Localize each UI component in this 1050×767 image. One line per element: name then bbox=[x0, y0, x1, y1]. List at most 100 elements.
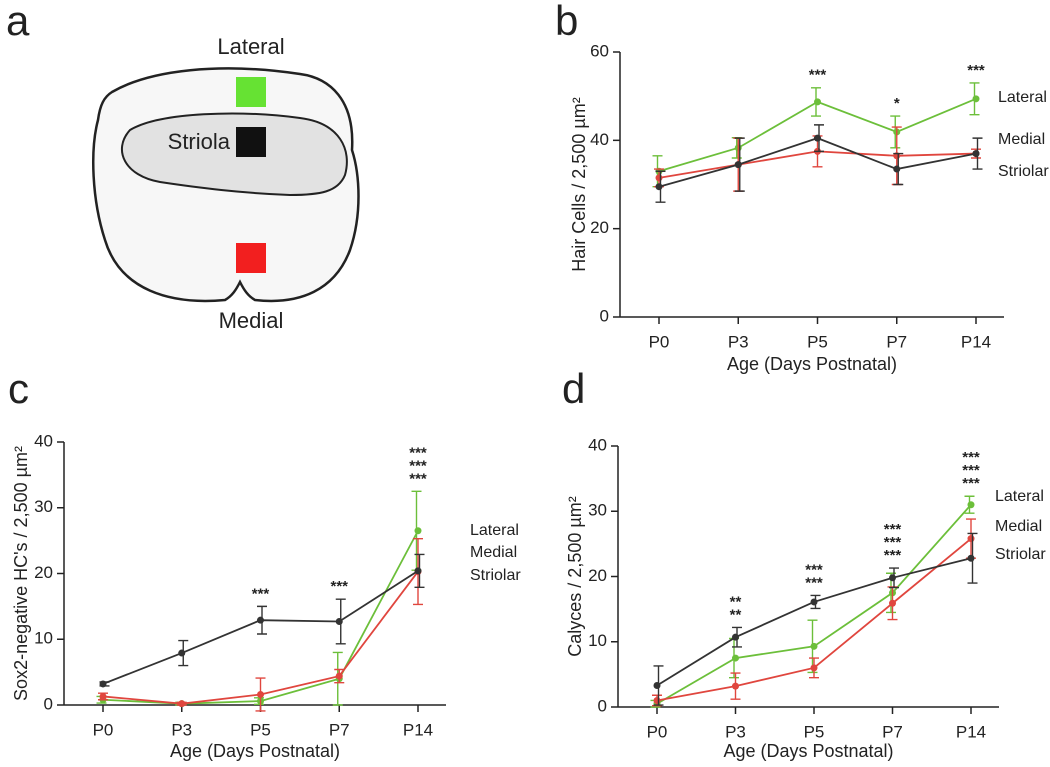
diagram-label: Striola bbox=[168, 129, 231, 154]
significance-label: *** bbox=[805, 561, 823, 578]
x-tick-label: P14 bbox=[956, 722, 986, 741]
chart-panel: d 0 10 20 30 40 P0 P3 P5 P7 P14 Age (Days Postnatal… bbox=[562, 365, 1046, 761]
data-point bbox=[99, 692, 107, 700]
data-point bbox=[653, 696, 661, 704]
chart-panel: c 0 10 20 30 40 P0 P3 P5 P7 P14 Age (Days Postnatal… bbox=[8, 365, 521, 761]
x-tick-label: P7 bbox=[882, 722, 903, 741]
legend-label: Lateral bbox=[995, 488, 1044, 505]
x-tick-label: P3 bbox=[728, 332, 749, 351]
striola-region bbox=[120, 112, 348, 197]
data-point bbox=[655, 174, 663, 182]
y-axis-label: Sox2-negative HC's / 2,500 µm² bbox=[11, 446, 31, 701]
data-point bbox=[972, 95, 980, 103]
y-tick-label: 0 bbox=[598, 696, 607, 715]
lateral-square bbox=[236, 77, 266, 107]
data-point bbox=[99, 680, 107, 688]
significance-label: *** bbox=[409, 444, 427, 461]
chart-panel: b 0 20 40 60 P0 P3 P5 P7 P14 Age (Days Postnatal) H… bbox=[555, 0, 1049, 374]
significance-label: *** bbox=[962, 475, 980, 492]
data-point bbox=[732, 654, 739, 662]
data-point bbox=[732, 682, 739, 690]
data-point bbox=[734, 161, 742, 169]
x-tick-label: P7 bbox=[886, 332, 907, 351]
significance-label: *** bbox=[409, 470, 427, 487]
significance-label: *** bbox=[409, 457, 427, 474]
x-tick-label: P3 bbox=[171, 720, 192, 739]
diagram-label: Medial bbox=[219, 308, 284, 333]
y-axis-label: Hair Cells / 2,500 µm² bbox=[569, 97, 589, 271]
data-point bbox=[967, 554, 975, 562]
data-point bbox=[335, 672, 343, 680]
significance-label: *** bbox=[330, 578, 348, 595]
data-point bbox=[178, 649, 186, 657]
significance-label: *** bbox=[884, 547, 902, 564]
data-point bbox=[257, 616, 264, 624]
y-tick-label: 0 bbox=[600, 306, 609, 325]
diagram: a Lateral Striola Medial bbox=[6, 0, 360, 333]
legend-label: Lateral bbox=[998, 89, 1047, 106]
y-axis-label: Calyces / 2,500 µm² bbox=[565, 496, 585, 656]
panel-letter: b bbox=[555, 0, 578, 44]
y-tick-label: 10 bbox=[588, 631, 607, 650]
x-tick-label: P5 bbox=[250, 720, 271, 739]
y-tick-label: 30 bbox=[588, 501, 607, 520]
legend-label: Lateral bbox=[470, 522, 519, 539]
x-axis-label: Age (Days Postnatal) bbox=[723, 741, 893, 761]
significance-label: *** bbox=[962, 449, 980, 466]
legend-label: Medial bbox=[998, 131, 1045, 148]
significance-label: *** bbox=[967, 62, 985, 79]
significance-label: *** bbox=[805, 574, 823, 591]
x-tick-label: P14 bbox=[961, 332, 991, 351]
y-tick-label: 40 bbox=[590, 130, 609, 149]
x-tick-label: P0 bbox=[647, 722, 668, 741]
data-point bbox=[972, 150, 980, 158]
data-point bbox=[178, 700, 186, 708]
significance-label: ** bbox=[730, 593, 742, 610]
x-axis-label: Age (Days Postnatal) bbox=[170, 741, 340, 761]
x-tick-label: P5 bbox=[804, 722, 825, 741]
data-point bbox=[889, 574, 896, 582]
significance-label: *** bbox=[962, 462, 980, 479]
data-point bbox=[732, 633, 739, 641]
striola-square bbox=[236, 127, 266, 157]
significance-label: ** bbox=[730, 606, 742, 623]
data-point bbox=[814, 134, 821, 142]
legend-label: Medial bbox=[470, 544, 517, 561]
data-point bbox=[414, 567, 422, 575]
significance-label: *** bbox=[252, 585, 270, 602]
legend-label: Striolar bbox=[998, 163, 1049, 180]
x-tick-label: P0 bbox=[93, 720, 114, 739]
panel-letter: a bbox=[6, 0, 30, 44]
data-point bbox=[655, 183, 663, 191]
data-point bbox=[810, 598, 818, 606]
panel-letter: c bbox=[8, 365, 29, 412]
x-tick-label: P14 bbox=[403, 720, 433, 739]
legend-label: Striolar bbox=[470, 567, 521, 584]
y-tick-label: 0 bbox=[44, 694, 53, 713]
diagram-label: Lateral bbox=[217, 34, 284, 59]
y-tick-label: 40 bbox=[588, 435, 607, 454]
data-point bbox=[810, 642, 818, 650]
data-point bbox=[814, 98, 821, 106]
y-tick-label: 20 bbox=[590, 218, 609, 237]
x-tick-label: P0 bbox=[649, 332, 670, 351]
data-point bbox=[335, 617, 343, 625]
y-tick-label: 10 bbox=[34, 629, 53, 648]
data-point bbox=[257, 690, 264, 698]
legend-label: Medial bbox=[995, 518, 1042, 535]
data-point bbox=[967, 535, 975, 543]
significance-label: *** bbox=[809, 67, 827, 84]
data-point bbox=[810, 664, 818, 672]
y-tick-label: 30 bbox=[34, 497, 53, 516]
x-axis-label: Age (Days Postnatal) bbox=[727, 354, 897, 374]
y-tick-label: 20 bbox=[34, 563, 53, 582]
significance-label: * bbox=[894, 95, 900, 112]
data-point bbox=[893, 165, 901, 173]
medial-square bbox=[236, 243, 266, 273]
data-point bbox=[653, 681, 661, 689]
x-tick-label: P5 bbox=[807, 332, 828, 351]
data-point bbox=[967, 501, 975, 509]
data-point bbox=[414, 527, 422, 535]
panel-letter: d bbox=[562, 365, 585, 412]
